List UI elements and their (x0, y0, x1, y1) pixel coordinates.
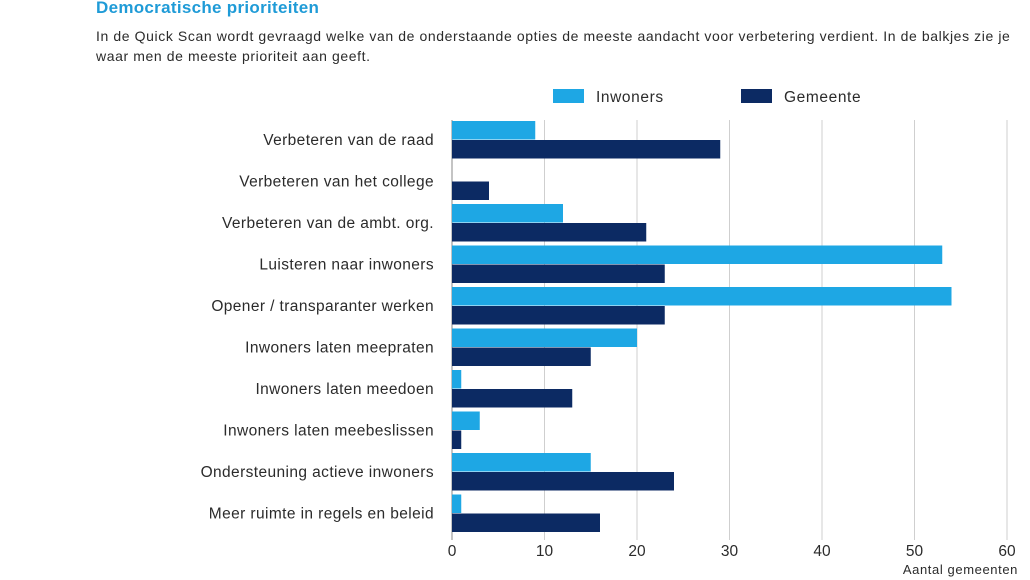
bar-gemeente (452, 513, 600, 532)
category-label: Verbeteren van het college (239, 174, 434, 191)
bar-gemeente (452, 472, 674, 491)
bar-inwoners (452, 204, 563, 223)
bar-inwoners (452, 370, 462, 389)
bar-gemeente (452, 306, 665, 325)
category-label: Opener / transparanter werken (211, 298, 434, 315)
chart-subtitle: In de Quick Scan wordt gevraagd welke va… (96, 28, 1011, 64)
bar-inwoners (452, 245, 943, 264)
category-label: Inwoners laten meepraten (245, 340, 434, 357)
category-labels: Verbeteren van de raad Verbeteren van het… (201, 132, 434, 523)
bar-gemeente (452, 181, 489, 200)
category-label: Verbeteren van de raad (263, 132, 434, 149)
bar-gemeente (452, 347, 591, 366)
bar-gemeente (452, 389, 573, 408)
bar-gemeente (452, 140, 721, 159)
bar-inwoners (452, 121, 536, 140)
legend-swatch-gemeente (741, 89, 772, 103)
category-label: Meer ruimte in regels en beleid (209, 506, 434, 523)
bar-gemeente (452, 223, 647, 242)
x-tick-label: 40 (813, 543, 831, 560)
bar-inwoners (452, 411, 480, 430)
x-tick-label: 20 (628, 543, 646, 560)
bar-inwoners (452, 453, 591, 472)
x-tick-labels: 0 10 20 30 40 50 60 (448, 543, 1016, 560)
x-tick-label: 50 (906, 543, 924, 560)
bar-gemeente (452, 430, 462, 449)
x-tick-label: 0 (448, 543, 457, 560)
legend-label-gemeente: Gemeente (784, 89, 861, 106)
legend-label-inwoners: Inwoners (596, 89, 664, 106)
category-label: Verbeteren van de ambt. org. (222, 215, 434, 232)
bars (452, 121, 952, 532)
x-tick-label: 30 (721, 543, 739, 560)
bar-inwoners (452, 287, 952, 306)
x-tick-label: 60 (998, 543, 1016, 560)
bar-inwoners (452, 494, 462, 513)
category-label: Inwoners laten meedoen (255, 381, 434, 398)
category-label: Luisteren naar inwoners (259, 257, 434, 274)
category-label: Inwoners laten meebeslissen (223, 423, 434, 440)
x-axis-title: Aantal gemeenten (903, 562, 1018, 577)
category-label: Ondersteuning actieve inwoners (201, 464, 434, 481)
bar-gemeente (452, 264, 665, 283)
bar-inwoners (452, 328, 637, 347)
x-tick-label: 10 (536, 543, 554, 560)
chart-title: Democratische prioriteiten (96, 0, 320, 17)
legend-swatch-inwoners (553, 89, 584, 103)
legend: Inwoners Gemeente (553, 89, 861, 106)
